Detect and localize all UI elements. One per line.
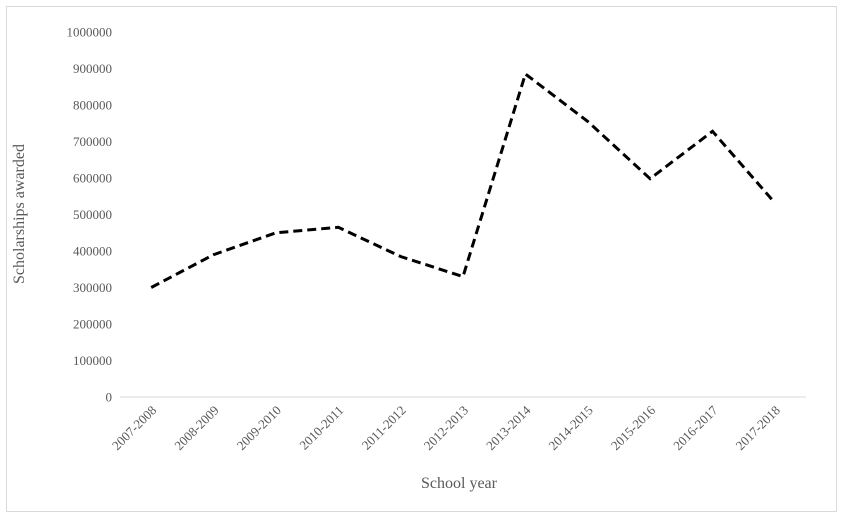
x-tick-label: 2017-2018: [732, 403, 782, 453]
series-line: [150, 71, 776, 289]
y-tick-label: 300000: [73, 280, 112, 295]
y-tick-label: 800000: [73, 98, 112, 113]
y-tick-label: 1000000: [67, 25, 113, 40]
x-tick-label: 2010-2011: [296, 403, 346, 453]
x-tick-label: 2009-2010: [234, 403, 284, 453]
y-axis-ticks: 0 100000 200000 300000 400000 500000 600000 700…: [67, 25, 113, 405]
y-tick-label: 500000: [73, 207, 112, 222]
y-tick-label: 600000: [73, 171, 112, 186]
x-tick-label: 2014-2015: [545, 403, 595, 453]
y-axis-title: Scholarships awarded: [11, 144, 28, 284]
y-tick-label: 900000: [73, 61, 112, 76]
x-tick-label: 2013-2014: [483, 402, 534, 453]
chart-frame: [6, 6, 837, 512]
x-axis-title: School year: [421, 475, 498, 492]
x-tick-label: 2016-2017: [670, 402, 721, 453]
y-tick-label: 0: [106, 390, 113, 405]
x-tick-label: 2015-2016: [608, 402, 659, 453]
x-tick-label: 2011-2012: [359, 403, 409, 453]
x-tick-label: 2012-2013: [421, 403, 471, 453]
y-tick-label: 700000: [73, 134, 112, 149]
x-axis-ticks: 2007-2008 2008-2009 2009-2010 2010-2011 2011…: [109, 402, 783, 453]
y-tick-label: 100000: [73, 353, 112, 368]
x-tick-label: 2008-2009: [171, 403, 221, 453]
y-tick-label: 200000: [73, 317, 112, 332]
x-tick-label: 2007-2008: [109, 403, 159, 453]
y-tick-label: 400000: [73, 244, 112, 259]
